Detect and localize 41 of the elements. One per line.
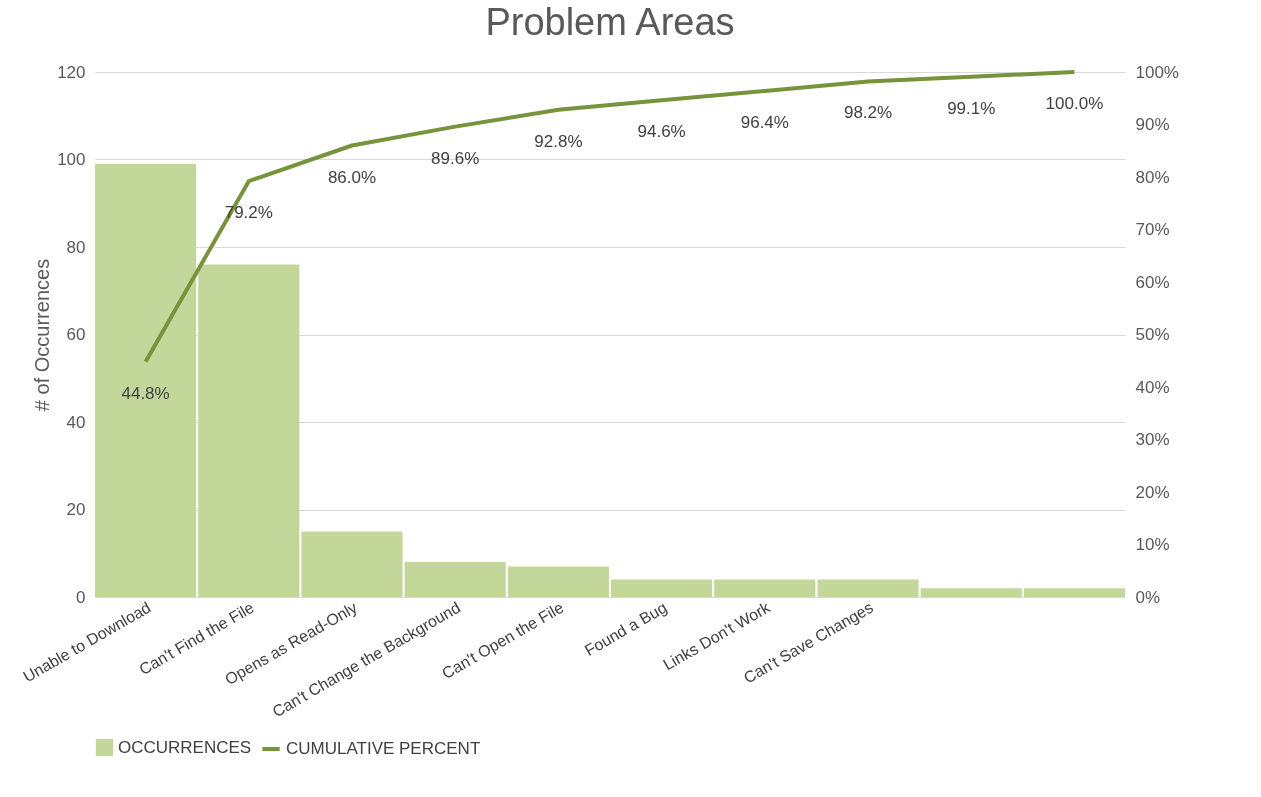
bar — [301, 531, 403, 597]
data-label: 98.2% — [843, 103, 893, 123]
data-label: 94.6% — [637, 122, 686, 142]
y2-tick-label: 80% — [1135, 167, 1170, 187]
bar — [198, 264, 300, 597]
legend-label: OCCURRENCES — [118, 737, 252, 757]
bar — [404, 562, 506, 597]
data-label: 92.8% — [534, 131, 583, 151]
y-tick-label: 100 — [57, 150, 86, 169]
data-label: 89.6% — [431, 148, 480, 168]
chart-title: Problem Areas — [485, 1, 735, 43]
bar — [920, 588, 1022, 597]
y-tick-label: 20 — [66, 500, 86, 519]
y-tick-label: 40 — [66, 412, 86, 432]
y-axis-title: # of Occurrences — [31, 258, 54, 412]
bar — [714, 579, 816, 597]
y-tick-label: 120 — [57, 62, 86, 82]
bar — [507, 566, 609, 597]
y-tick-label: 80 — [66, 237, 86, 257]
bar — [95, 163, 197, 597]
y2-tick-label: 0% — [1135, 587, 1161, 607]
y2-tick-label: 100% — [1135, 62, 1179, 82]
data-label: 96.4% — [740, 112, 789, 132]
y2-tick-label: 40% — [1135, 377, 1170, 397]
y2-tick-label: 30% — [1135, 430, 1170, 449]
y-tick-label: 0 — [76, 587, 86, 607]
y2-tick-label: 50% — [1135, 325, 1170, 344]
y2-tick-label: 10% — [1135, 535, 1170, 554]
data-label: 100.0% — [1045, 94, 1104, 113]
bar — [817, 579, 919, 597]
data-label: 99.1% — [947, 98, 996, 118]
data-label: 86.0% — [327, 167, 377, 187]
y-tick-label: 60 — [66, 325, 86, 344]
data-label: 44.8% — [121, 383, 170, 403]
legend-label: CUMULATIVE PERCENT — [286, 739, 481, 758]
bar — [611, 579, 713, 597]
y2-tick-label: 60% — [1135, 272, 1170, 292]
bar — [1023, 588, 1125, 597]
y2-tick-label: 20% — [1135, 482, 1170, 502]
y2-tick-label: 70% — [1135, 220, 1170, 239]
y2-tick-label: 90% — [1135, 115, 1170, 134]
